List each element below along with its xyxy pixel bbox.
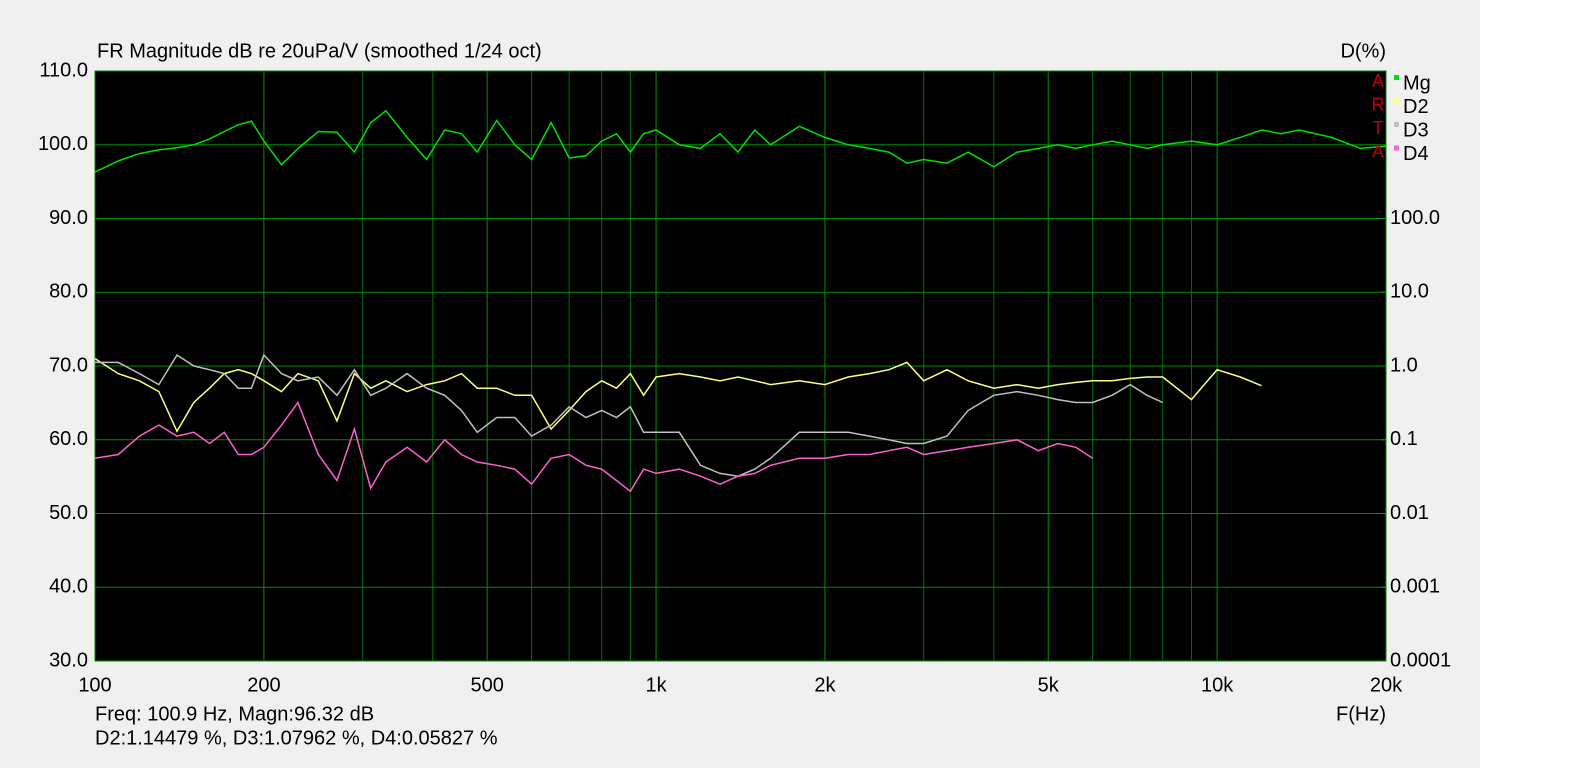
x-tick-label: 500: [470, 674, 503, 696]
x-tick-label: 10k: [1201, 674, 1234, 696]
brand-letter: A: [1372, 141, 1384, 161]
y-tick-label: 40.0: [49, 576, 88, 598]
cursor-readout: D2:1.14479 %, D3:1.07962 %, D4:0.05827 %: [95, 727, 498, 749]
x-tick-label: 2k: [814, 674, 836, 696]
y-tick-label: 70.0: [49, 354, 88, 376]
x-tick-label: 200: [247, 674, 280, 696]
y2-tick-label: 10.0: [1390, 281, 1429, 303]
legend-swatch: [1394, 75, 1399, 80]
legend-label: Mg: [1403, 72, 1431, 94]
y-tick-label: 50.0: [49, 502, 88, 524]
x-tick-label: 5k: [1038, 674, 1060, 696]
y-tick-label: 110.0: [39, 59, 88, 81]
legend-swatch: [1394, 98, 1399, 104]
legend-label: D4: [1403, 143, 1429, 165]
y2-tick-label: 1.0: [1390, 354, 1418, 376]
series-line: [94, 109, 1387, 173]
series-line: [94, 400, 1094, 493]
legend-label: D2: [1403, 96, 1429, 118]
legend-label: D3: [1403, 119, 1429, 141]
chart-title: FR Magnitude dB re 20uPa/V (smoothed 1/2…: [97, 40, 542, 62]
brand-letter: T: [1373, 118, 1384, 138]
brand-letter: R: [1372, 94, 1385, 114]
y-tick-label: 80.0: [49, 281, 88, 303]
series-line: [95, 353, 1164, 477]
cursor-readout: Freq: 100.9 Hz, Magn:96.32 dB: [95, 703, 374, 725]
y2-tick-label: 100.0: [1390, 207, 1440, 229]
x-tick-label: 1k: [645, 674, 667, 696]
legend-swatch: [1394, 145, 1399, 151]
x-tick-label: 100: [78, 674, 111, 696]
brand-letter: A: [1372, 71, 1384, 91]
y2-tick-label: 0.001: [1390, 576, 1440, 598]
y2-tick-label: 0.0001: [1390, 649, 1451, 671]
y-tick-label: 100.0: [38, 133, 88, 155]
x-axis-label: F(Hz): [1336, 703, 1386, 725]
y-tick-label: 90.0: [49, 207, 88, 229]
series-line: [94, 357, 1262, 433]
y-tick-label: 60.0: [49, 428, 88, 450]
y2-axis-label: D(%): [1340, 40, 1386, 62]
y-tick-label: 30.0: [49, 649, 88, 671]
legend-swatch: [1394, 122, 1399, 127]
x-tick-label: 20k: [1370, 674, 1403, 696]
y2-tick-label: 0.1: [1390, 428, 1418, 450]
y2-tick-label: 0.01: [1390, 502, 1429, 524]
